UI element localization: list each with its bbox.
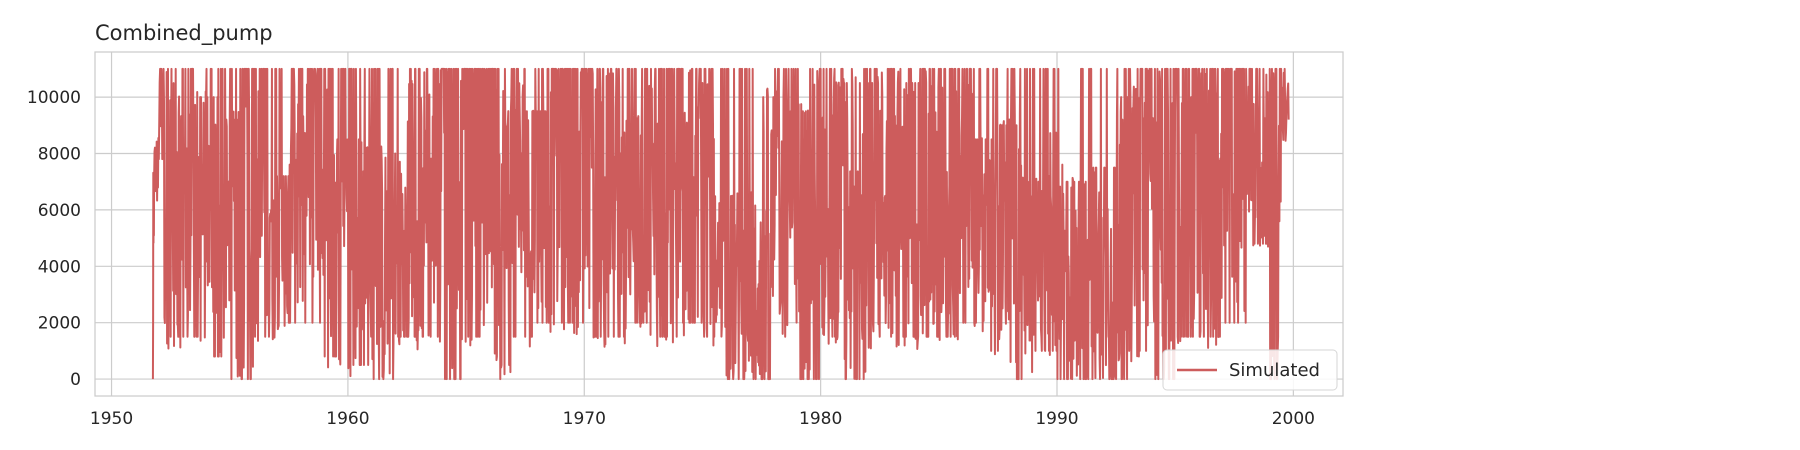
x-tick-label: 1980 [799, 409, 842, 429]
y-tick-label: 0 [70, 370, 81, 390]
legend-box [1162, 349, 1338, 391]
x-axis-tick-labels: 1950 1960 1970 1980 1990 2000 [90, 409, 1315, 429]
y-tick-label: 10000 [27, 88, 81, 108]
plot-frame [94, 51, 1344, 397]
series-line-simulated [151, 67, 1290, 381]
x-tick-label: 1950 [90, 409, 133, 429]
legend-label-simulated: Simulated [1229, 360, 1320, 381]
y-tick-label: 4000 [38, 257, 81, 277]
chart-title: Combined_pump [95, 21, 273, 46]
series-lines [151, 67, 1290, 381]
y-tick-label: 8000 [38, 145, 81, 165]
x-tick-label: 1990 [1035, 409, 1078, 429]
x-tick-label: 2000 [1272, 409, 1315, 429]
y-axis-tick-labels: 0 2000 4000 6000 8000 10000 [27, 88, 81, 390]
y-tick-label: 6000 [38, 201, 81, 221]
legend: Simulated [1162, 349, 1338, 391]
y-tick-label: 2000 [38, 314, 81, 334]
x-tick-label: 1960 [326, 409, 369, 429]
x-tick-label: 1970 [563, 409, 606, 429]
